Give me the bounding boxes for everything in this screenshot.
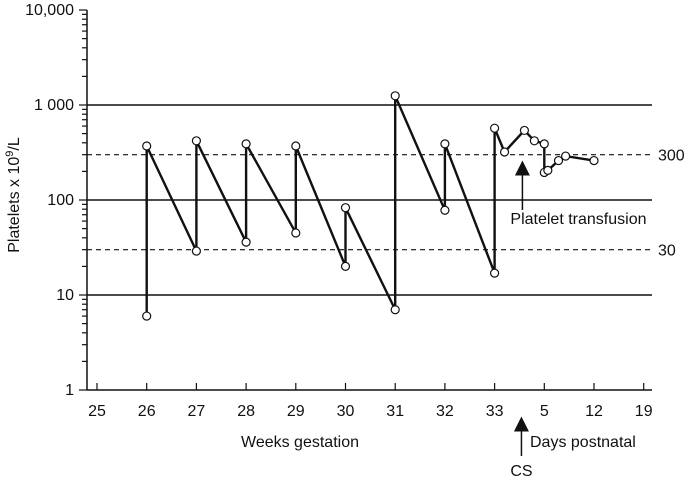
- x-axis-label-days: Days postnatal: [530, 434, 636, 451]
- x-tick-label: 25: [88, 403, 106, 420]
- x-tick-label: 26: [138, 403, 156, 420]
- data-point: [519, 125, 530, 136]
- horizontal-lines: 300 30: [87, 104, 685, 296]
- x-axis: 25 26 27 28 29 30 31 32 33 5 12 19: [87, 383, 653, 420]
- data-point: [529, 136, 539, 146]
- data-point: [191, 246, 201, 256]
- y-tick-label: 1: [65, 382, 74, 399]
- annotations: Platelet transfusion CS: [510, 160, 646, 480]
- x-tick-label: 5: [540, 403, 549, 420]
- x-tick-label: 28: [237, 403, 255, 420]
- data-point: [539, 139, 549, 149]
- x-tick-label: 30: [337, 403, 355, 420]
- reference-line-label: 300: [658, 148, 685, 165]
- data-point: [241, 237, 251, 247]
- data-point: [490, 123, 500, 133]
- y-tick-label: 100: [47, 192, 74, 209]
- cs-label: CS: [510, 463, 532, 480]
- data-point: [440, 205, 450, 215]
- x-tick-label: 32: [436, 403, 454, 420]
- data-point: [589, 155, 599, 166]
- data-point: [340, 203, 351, 213]
- data-point: [142, 311, 152, 321]
- x-tick-label: 19: [635, 403, 653, 420]
- data-series: [142, 91, 599, 321]
- y-tick-label: 1 000: [34, 97, 74, 114]
- data-point: [191, 136, 201, 146]
- x-tick-label: 29: [287, 403, 305, 420]
- data-point: [291, 228, 301, 238]
- data-point: [553, 155, 564, 166]
- x-tick-label: 33: [486, 403, 504, 420]
- data-point: [142, 141, 152, 151]
- x-tick-label: 27: [188, 403, 206, 420]
- y-axis: 10,000 1 000 100 10 1: [25, 2, 88, 399]
- data-point: [560, 151, 571, 161]
- data-point: [340, 261, 351, 272]
- reference-line-label: 30: [658, 243, 676, 260]
- data-point: [390, 305, 400, 315]
- transfusion-label: Platelet transfusion: [510, 211, 646, 228]
- x-tick-label: 31: [386, 403, 404, 420]
- data-point: [543, 165, 553, 175]
- data-point: [390, 91, 400, 101]
- data-point: [440, 139, 450, 149]
- y-tick-label: 10: [56, 287, 74, 304]
- y-tick-label: 10,000: [25, 2, 74, 19]
- x-tick-label: 12: [585, 403, 603, 420]
- y-axis-label: Platelets x 109/L: [4, 137, 23, 253]
- data-point: [490, 268, 500, 278]
- x-axis-label-weeks: Weeks gestation: [241, 434, 359, 451]
- data-point: [241, 139, 251, 149]
- data-point: [291, 141, 301, 151]
- data-point: [499, 147, 510, 157]
